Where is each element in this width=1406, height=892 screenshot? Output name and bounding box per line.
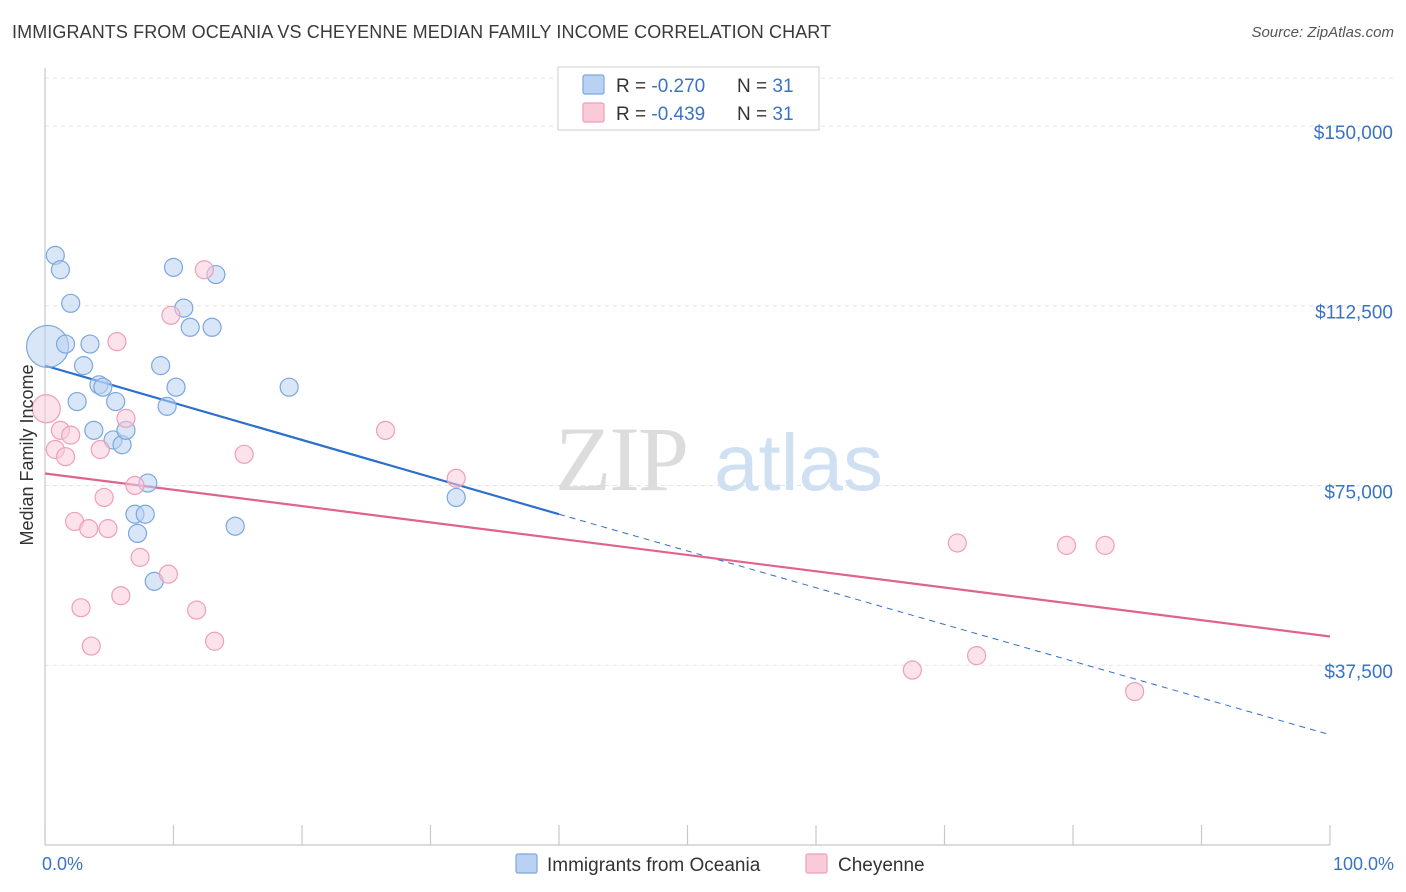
point-oceania-21: [157, 396, 177, 416]
data-points: [25, 245, 1145, 702]
bottom-legend-swatch-cheyenne: [805, 853, 828, 874]
legend-n-value-cheyenne: 31: [772, 104, 793, 125]
watermark-atlas: atlas: [714, 418, 883, 507]
point-oceania-3: [61, 293, 81, 313]
trend-line-extension-oceania: [558, 513, 1331, 736]
y-tick-label-2: $112,500: [1315, 303, 1393, 324]
point-oceania-10: [106, 391, 126, 412]
x-tick-label-min: 0.0%: [42, 854, 83, 874]
point-cheyenne-16: [130, 547, 150, 567]
point-cheyenne-17: [158, 564, 178, 584]
legend-n-label: N =: [737, 76, 772, 97]
point-cheyenne-7: [79, 519, 99, 539]
point-oceania-30: [446, 487, 466, 508]
chart-title: IMMIGRANTS FROM OCEANIA VS CHEYENNE MEDI…: [12, 22, 832, 42]
point-oceania-29: [279, 377, 299, 397]
point-cheyenne-29: [1095, 535, 1115, 555]
y-tick-label-0: $37,500: [1324, 662, 1393, 683]
trend-line-oceania: [44, 364, 560, 516]
point-cheyenne-11: [98, 519, 118, 539]
point-oceania-7: [67, 391, 87, 412]
y-axis-label: Median Family Income: [17, 364, 37, 545]
point-cheyenne-3: [55, 447, 76, 467]
point-oceania-26: [202, 317, 222, 337]
point-cheyenne-12: [107, 332, 127, 352]
point-cheyenne-6: [71, 598, 91, 618]
point-cheyenne-18: [161, 305, 181, 325]
legend-r-value-oceania: -0.270: [651, 76, 705, 97]
y-tick-label-1: $75,000: [1324, 482, 1393, 503]
point-cheyenne-15: [125, 475, 145, 496]
point-cheyenne-21: [205, 631, 225, 651]
svg-text:N = 31: N = 31: [737, 76, 794, 97]
chart-source: Source: ZipAtlas.com: [1251, 24, 1394, 41]
legend-box: R = -0.270 N = 31 R = -0.439 N = 31: [557, 66, 820, 131]
x-tick-label-max: 100.0%: [1333, 854, 1394, 874]
legend-r-value-cheyenne: -0.439: [651, 104, 705, 125]
point-cheyenne-9: [90, 439, 110, 460]
bottom-legend-label-cheyenne: Cheyenne: [838, 855, 925, 876]
point-cheyenne-26: [947, 533, 967, 553]
point-cheyenne-30: [1125, 681, 1145, 702]
point-cheyenne-10: [94, 487, 114, 508]
point-cheyenne-8: [81, 636, 101, 656]
legend-swatch-cheyenne: [582, 102, 605, 123]
point-oceania-17: [135, 504, 155, 524]
point-oceania-22: [166, 377, 186, 397]
point-cheyenne-20: [194, 260, 214, 280]
point-cheyenne-19: [187, 600, 207, 620]
point-cheyenne-13: [111, 586, 131, 606]
watermark: ZIP atlas: [555, 408, 883, 510]
point-cheyenne-0: [31, 394, 61, 424]
legend-r-label: R =: [616, 104, 651, 125]
trend-line-cheyenne: [44, 472, 1331, 638]
bottom-legend: Immigrants from Oceania Cheyenne: [515, 853, 925, 876]
bottom-legend-swatch-oceania: [515, 853, 538, 874]
legend-n-label: N =: [737, 104, 772, 125]
point-oceania-9: [93, 377, 113, 397]
point-oceania-5: [73, 356, 94, 376]
point-oceania-6: [80, 334, 100, 354]
point-oceania-11: [84, 420, 104, 440]
point-cheyenne-14: [116, 408, 136, 428]
svg-text:N = 31: N = 31: [737, 104, 794, 125]
point-cheyenne-4: [61, 425, 81, 445]
point-oceania-4: [55, 334, 76, 354]
point-oceania-18: [127, 523, 148, 544]
point-oceania-2: [50, 260, 71, 280]
svg-text:R = -0.439: R = -0.439: [616, 104, 705, 125]
svg-text:R = -0.270: R = -0.270: [616, 76, 705, 97]
legend-swatch-oceania: [582, 74, 605, 95]
point-cheyenne-27: [967, 646, 987, 666]
legend-n-value-oceania: 31: [772, 76, 793, 97]
point-cheyenne-25: [902, 660, 922, 680]
point-oceania-20: [151, 356, 171, 376]
watermark-zip: ZIP: [555, 408, 687, 510]
bottom-legend-label-oceania: Immigrants from Oceania: [547, 855, 761, 876]
grid-lines: [45, 77, 1394, 666]
y-tick-labels: $37,500 $75,000 $112,500 $150,000: [1314, 123, 1393, 683]
point-oceania-25: [180, 317, 200, 337]
y-tick-label-3: $150,000: [1314, 123, 1393, 144]
point-cheyenne-28: [1056, 535, 1077, 555]
trend-lines: [44, 364, 1331, 736]
point-oceania-28: [225, 516, 245, 536]
point-cheyenne-24: [446, 468, 466, 488]
point-cheyenne-23: [375, 420, 396, 440]
axes: [44, 68, 1331, 846]
point-cheyenne-22: [234, 444, 254, 464]
legend-r-label: R =: [616, 76, 651, 97]
point-oceania-23: [163, 257, 184, 277]
